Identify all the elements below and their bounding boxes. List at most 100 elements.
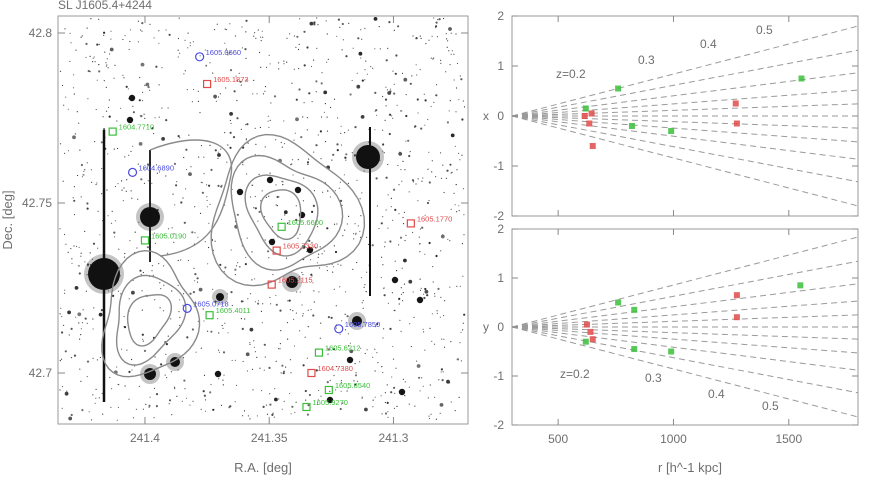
- field-star: [279, 309, 282, 312]
- field-star: [259, 51, 261, 54]
- field-star: [387, 302, 389, 304]
- star-field: [59, 17, 466, 421]
- redshift-label: 0.4: [700, 37, 717, 51]
- field-star: [398, 297, 401, 300]
- field-star: [318, 253, 320, 255]
- field-star: [192, 88, 195, 91]
- field-star: [61, 386, 64, 388]
- field-star: [374, 91, 377, 94]
- galaxy-markers: 1605.0660 1605.1873 1604.7710 1604.6890 1605…: [108, 48, 452, 412]
- field-star: [382, 337, 384, 339]
- field-star: [299, 330, 301, 332]
- field-star: [252, 184, 254, 186]
- galaxy-marker: 1605.1873: [202, 75, 249, 89]
- field-star: [120, 293, 122, 295]
- field-star: [433, 101, 435, 103]
- field-star: [398, 184, 400, 186]
- field-star: [225, 87, 227, 89]
- field-star: [365, 60, 367, 62]
- field-star: [288, 299, 291, 302]
- field-star: [297, 48, 300, 51]
- field-star: [181, 400, 183, 402]
- field-star: [162, 310, 165, 312]
- field-star: [431, 340, 433, 342]
- field-star: [401, 267, 403, 269]
- field-star: [329, 196, 331, 198]
- field-star: [219, 263, 222, 266]
- field-star: [86, 207, 89, 210]
- field-star: [286, 61, 288, 63]
- field-star: [291, 405, 294, 408]
- field-star: [405, 114, 408, 118]
- field-star: [349, 342, 351, 344]
- field-star: [171, 290, 173, 292]
- field-star: [289, 392, 291, 395]
- field-star: [216, 23, 218, 25]
- mass-contour: [126, 293, 172, 347]
- field-star: [435, 176, 437, 178]
- field-star: [224, 132, 226, 134]
- field-star: [361, 302, 363, 304]
- field-star: [217, 318, 219, 320]
- field-star: [65, 243, 67, 245]
- field-star: [225, 29, 228, 31]
- field-star: [92, 57, 94, 59]
- field-star: [449, 64, 451, 66]
- field-star: [83, 174, 85, 176]
- field-star: [383, 294, 386, 297]
- field-star: [79, 368, 81, 370]
- field-star: [333, 98, 336, 100]
- galaxy-label: 1605.2115: [278, 276, 313, 285]
- field-star: [440, 368, 443, 371]
- field-star: [445, 71, 447, 73]
- field-star: [268, 195, 270, 197]
- field-star: [307, 163, 309, 166]
- field-star: [100, 309, 103, 312]
- field-star: [226, 293, 228, 295]
- field-star: [73, 245, 75, 247]
- field-star: [336, 35, 338, 38]
- bright-star: [346, 356, 354, 364]
- field-star: [398, 303, 400, 305]
- field-star: [306, 413, 309, 416]
- field-star: [354, 363, 356, 365]
- wedge-y-tick-label: -2: [493, 418, 504, 432]
- field-star: [306, 357, 308, 359]
- field-star: [436, 312, 438, 314]
- field-star: [371, 244, 374, 247]
- field-star: [283, 120, 285, 122]
- field-star: [252, 93, 254, 95]
- field-star: [128, 154, 130, 156]
- field-star: [380, 222, 383, 225]
- field-star: [139, 269, 142, 272]
- field-star: [326, 227, 329, 230]
- field-star: [348, 345, 350, 347]
- field-star: [72, 135, 76, 140]
- field-star: [424, 287, 427, 291]
- field-star: [110, 38, 112, 40]
- field-star: [321, 72, 323, 74]
- field-star: [90, 18, 92, 20]
- field-star: [443, 338, 445, 340]
- field-star: [207, 263, 209, 265]
- field-star: [269, 296, 271, 299]
- field-star: [139, 29, 142, 31]
- field-star: [190, 166, 192, 168]
- field-star: [306, 46, 309, 49]
- data-point: [581, 113, 588, 119]
- field-star: [387, 227, 389, 229]
- field-star: [393, 29, 395, 31]
- field-star: [318, 267, 321, 269]
- field-star: [302, 364, 305, 367]
- field-star: [324, 103, 326, 105]
- field-star: [391, 115, 393, 117]
- field-star: [153, 37, 155, 39]
- field-star: [411, 75, 413, 77]
- field-star: [102, 116, 104, 118]
- field-star: [316, 262, 318, 264]
- field-star: [455, 33, 457, 35]
- field-star: [426, 201, 430, 205]
- field-star: [221, 324, 223, 327]
- field-star: [429, 384, 431, 386]
- field-star: [308, 393, 311, 397]
